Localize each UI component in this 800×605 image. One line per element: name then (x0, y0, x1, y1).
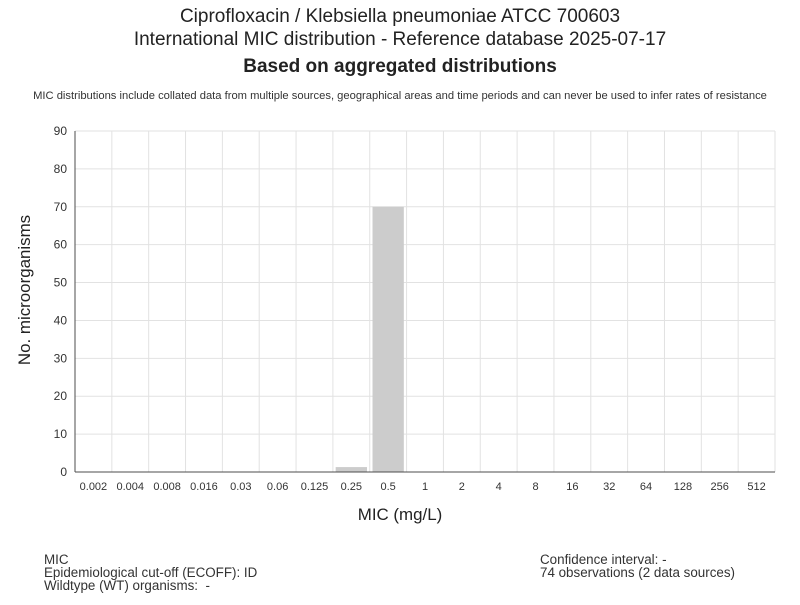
svg-text:0.002: 0.002 (80, 481, 108, 493)
svg-text:90: 90 (54, 124, 68, 138)
svg-text:50: 50 (54, 276, 68, 290)
svg-text:8: 8 (532, 481, 538, 493)
svg-text:40: 40 (54, 313, 68, 327)
svg-text:128: 128 (674, 481, 692, 493)
svg-text:60: 60 (54, 238, 68, 252)
svg-text:70: 70 (54, 200, 68, 214)
svg-text:20: 20 (54, 389, 68, 403)
svg-text:30: 30 (54, 351, 68, 365)
svg-text:512: 512 (747, 481, 765, 493)
svg-text:32: 32 (603, 481, 615, 493)
svg-text:64: 64 (640, 481, 652, 493)
svg-text:0.06: 0.06 (267, 481, 288, 493)
svg-text:4: 4 (496, 481, 502, 493)
svg-text:80: 80 (54, 162, 68, 176)
svg-text:0.004: 0.004 (116, 481, 144, 493)
svg-text:0.25: 0.25 (341, 481, 362, 493)
svg-text:0.008: 0.008 (153, 481, 181, 493)
svg-text:16: 16 (566, 481, 578, 493)
svg-text:0.03: 0.03 (230, 481, 251, 493)
svg-text:0.125: 0.125 (301, 481, 329, 493)
svg-text:0.5: 0.5 (381, 481, 396, 493)
svg-text:256: 256 (711, 481, 729, 493)
svg-text:1: 1 (422, 481, 428, 493)
svg-text:10: 10 (54, 427, 68, 441)
svg-text:0.016: 0.016 (190, 481, 218, 493)
svg-text:0: 0 (60, 465, 67, 479)
svg-text:2: 2 (459, 481, 465, 493)
